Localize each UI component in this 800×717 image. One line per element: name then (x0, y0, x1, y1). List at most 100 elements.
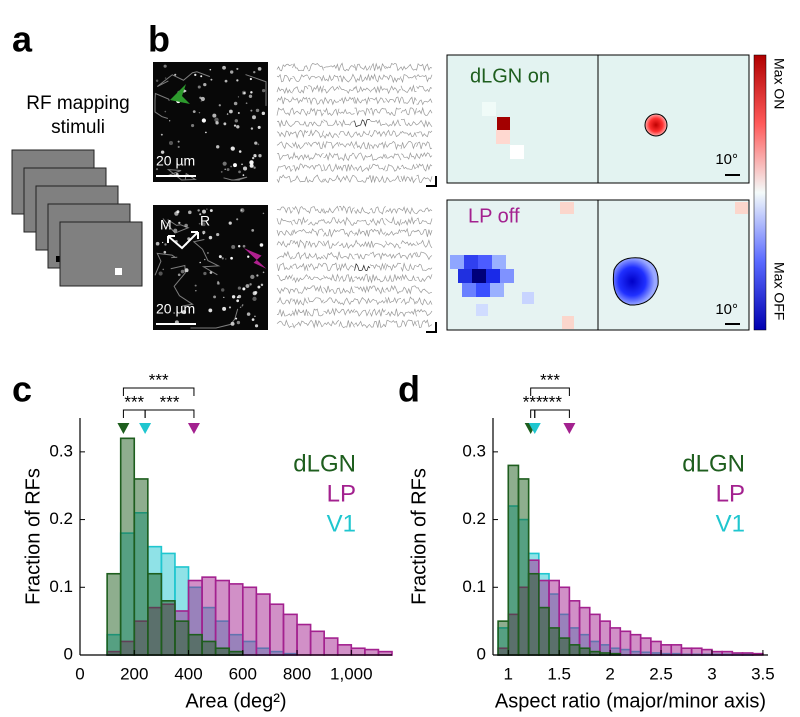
orientation-label: M (160, 217, 172, 233)
trace (338, 62, 355, 72)
trace (338, 241, 355, 250)
significance-label: *** (160, 392, 180, 411)
trace (400, 216, 417, 226)
trace (385, 141, 402, 151)
rf-map (446, 54, 767, 331)
histogram-bar (497, 620, 510, 656)
speck (216, 232, 220, 237)
trace (323, 163, 340, 172)
trace (276, 86, 293, 94)
significance-label: *** (540, 370, 560, 389)
trace (323, 262, 340, 272)
speck (225, 258, 227, 260)
trace (292, 320, 309, 329)
histogram-bar (147, 572, 163, 656)
histogram-bar (507, 464, 520, 656)
process (154, 92, 170, 120)
stimulus-stack (11, 149, 143, 287)
speck (241, 163, 243, 166)
x-tick-label: 1,000 (330, 664, 373, 683)
trace (338, 119, 355, 128)
trace (276, 119, 293, 128)
trace (354, 130, 371, 138)
trace (416, 297, 433, 306)
speck (163, 64, 167, 68)
trace (385, 240, 402, 249)
trace (338, 141, 355, 149)
median-marker (187, 423, 200, 434)
speck (236, 67, 239, 70)
trace (307, 219, 324, 226)
x-axis-title: Aspect ratio (major/minor axis) (495, 690, 766, 712)
trace (323, 297, 340, 304)
speck (226, 113, 229, 115)
speck (230, 256, 233, 260)
x-axis-title: Area (deg²) (185, 690, 286, 712)
speck (212, 113, 217, 118)
stimulus-title: stimuli (51, 117, 105, 138)
trace (400, 285, 417, 295)
trace (323, 273, 340, 282)
trace (385, 74, 402, 84)
trace (369, 262, 386, 272)
speck (257, 285, 261, 289)
trace (292, 239, 309, 250)
trace (292, 107, 309, 117)
trace (385, 308, 402, 317)
trace (307, 107, 324, 117)
speck (242, 174, 245, 176)
y-tick-label: 0 (64, 644, 73, 663)
trace (292, 129, 309, 139)
trace (385, 107, 402, 117)
trace (292, 297, 309, 306)
histogram-bar (323, 637, 339, 656)
map-title: LP off (468, 205, 520, 227)
trace (323, 63, 340, 71)
trace (369, 153, 386, 162)
process (166, 169, 197, 181)
speck (208, 308, 213, 313)
orientation-label: R (200, 213, 210, 229)
map-title: dLGN on (470, 65, 550, 87)
trace (307, 275, 324, 281)
trace (400, 163, 417, 170)
speck (215, 120, 219, 125)
speck (238, 150, 242, 153)
y-tick-label: 0.1 (49, 577, 73, 596)
speck (203, 82, 207, 87)
speck (233, 163, 237, 168)
trace (292, 96, 309, 104)
trace (416, 106, 433, 116)
trace (385, 207, 402, 214)
trace (323, 285, 340, 294)
trace (338, 251, 355, 260)
trace (385, 96, 402, 105)
trace (276, 152, 293, 161)
speck (216, 145, 220, 149)
speck (252, 296, 257, 302)
trace (292, 74, 309, 82)
speck (213, 295, 217, 299)
speck (168, 141, 174, 146)
histogram-bar (538, 606, 550, 656)
trace (292, 175, 309, 183)
speck (199, 213, 202, 216)
histogram-bar (187, 633, 203, 656)
speck (218, 104, 221, 107)
trace (276, 319, 293, 329)
speck (198, 222, 201, 225)
trace-scale-bar (426, 322, 437, 333)
trace (276, 174, 293, 184)
speck (230, 146, 234, 150)
y-axis-title: Fraction of RFs (408, 468, 430, 605)
trace (400, 152, 417, 160)
median-marker (117, 423, 130, 434)
trace (400, 141, 417, 150)
speck (250, 127, 254, 130)
trace (354, 175, 371, 183)
histogram-bar (527, 572, 540, 656)
trace (416, 229, 433, 237)
trace (369, 205, 386, 215)
histogram-bar (558, 637, 571, 656)
trace (416, 98, 433, 106)
